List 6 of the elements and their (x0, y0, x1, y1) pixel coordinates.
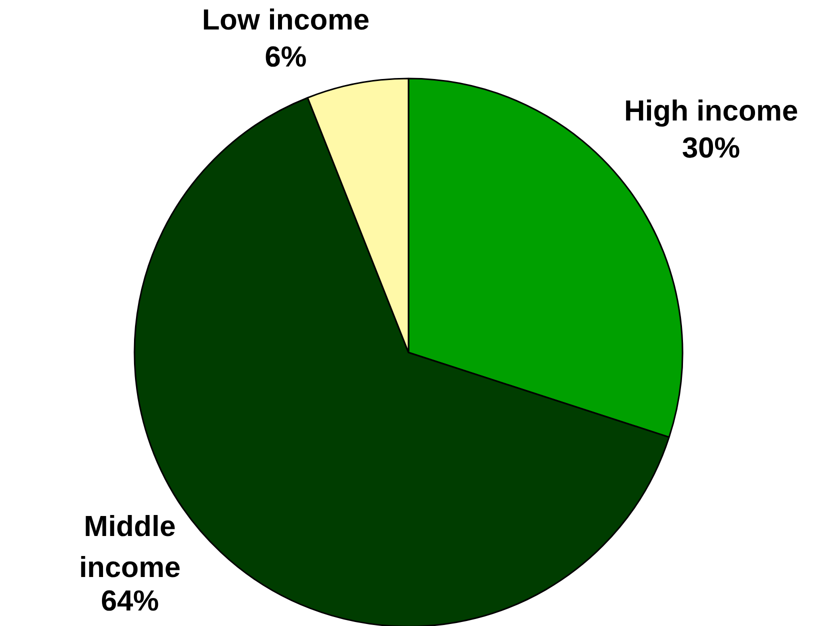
slice-label: Middle income (79, 511, 181, 584)
data-label: 64% (100, 585, 160, 618)
slice-label: High income (624, 96, 798, 128)
slice-label: Low income (202, 4, 370, 36)
data-label: 6% (264, 42, 307, 74)
data-label: 30% (682, 132, 740, 165)
